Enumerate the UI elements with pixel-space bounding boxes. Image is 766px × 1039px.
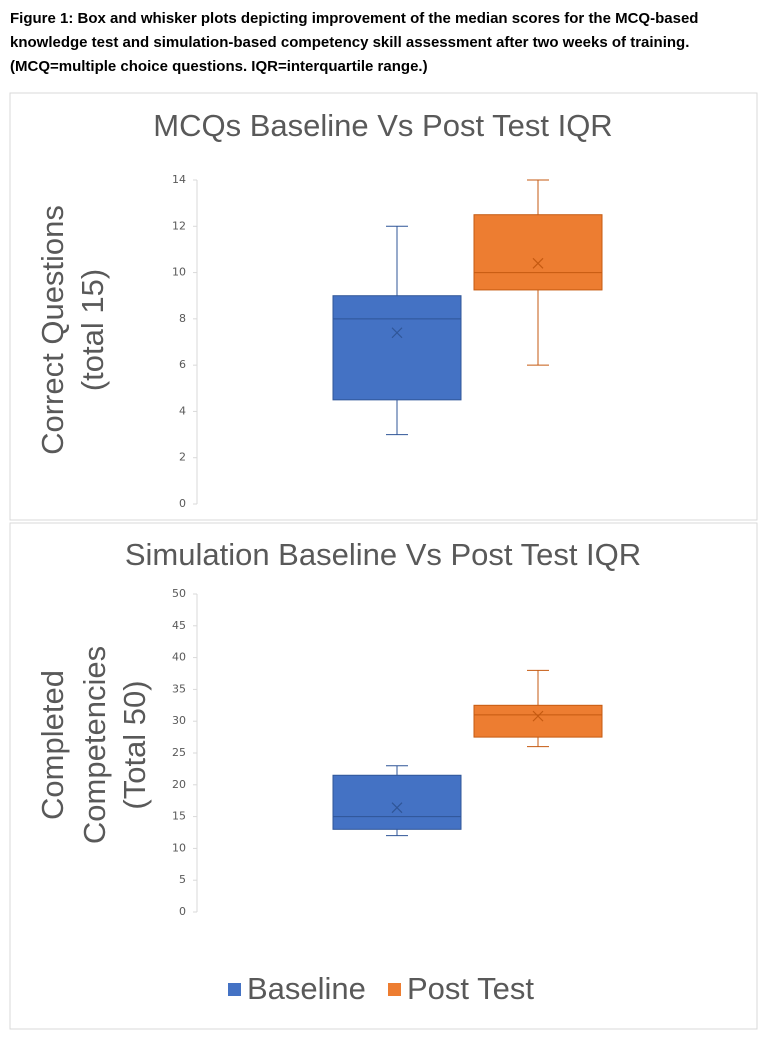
y-tick-label: 10 — [172, 266, 186, 279]
y-tick-label: 0 — [179, 497, 186, 510]
y-tick-label: 50 — [172, 587, 186, 600]
legend-label: Post Test — [407, 971, 534, 1006]
caption: Figure 1: Box and whisker plots depictin… — [10, 10, 698, 27]
legend-label: Baseline — [247, 971, 366, 1006]
y-tick-label: 14 — [172, 173, 186, 186]
panel — [9, 522, 758, 1030]
chart-title: MCQs Baseline Vs Post Test IQR — [153, 108, 612, 143]
y-tick-label: 20 — [172, 778, 186, 791]
caption: (MCQ=multiple choice questions. IQR=inte… — [10, 58, 428, 75]
box — [332, 295, 462, 401]
y-tick-label: 15 — [172, 810, 186, 823]
y-tick-label: 40 — [172, 651, 186, 664]
box — [473, 214, 603, 291]
y-tick-label: 0 — [179, 905, 186, 918]
y-tick-label: 45 — [172, 619, 186, 632]
y-tick-label: 4 — [179, 404, 186, 417]
mean-marker — [532, 710, 544, 722]
box — [332, 774, 462, 830]
y-tick-label: 25 — [172, 746, 186, 759]
legend-swatch — [388, 983, 401, 996]
y-tick-label: 30 — [172, 714, 186, 727]
caption: knowledge test and simulation-based comp… — [10, 34, 689, 51]
y-axis-label: Completed — [35, 670, 70, 820]
mean-marker — [532, 257, 544, 269]
y-tick-label: 5 — [179, 873, 186, 886]
panel — [9, 92, 758, 521]
mean-marker — [391, 802, 403, 814]
y-tick-label: 12 — [172, 219, 186, 232]
box — [473, 704, 603, 738]
y-axis-label: (total 15) — [75, 269, 110, 391]
y-axis-label: (Total 50) — [117, 680, 152, 809]
legend-swatch — [228, 983, 241, 996]
y-tick-label: 8 — [179, 312, 186, 325]
y-axis-label: Competencies — [77, 646, 112, 844]
y-tick-label: 10 — [172, 841, 186, 854]
mean-marker — [391, 327, 403, 339]
y-axis-label: Correct Questions — [35, 205, 70, 455]
y-tick-label: 2 — [179, 451, 186, 464]
chart-title: Simulation Baseline Vs Post Test IQR — [125, 537, 641, 572]
y-tick-label: 6 — [179, 358, 186, 371]
y-tick-label: 35 — [172, 682, 186, 695]
